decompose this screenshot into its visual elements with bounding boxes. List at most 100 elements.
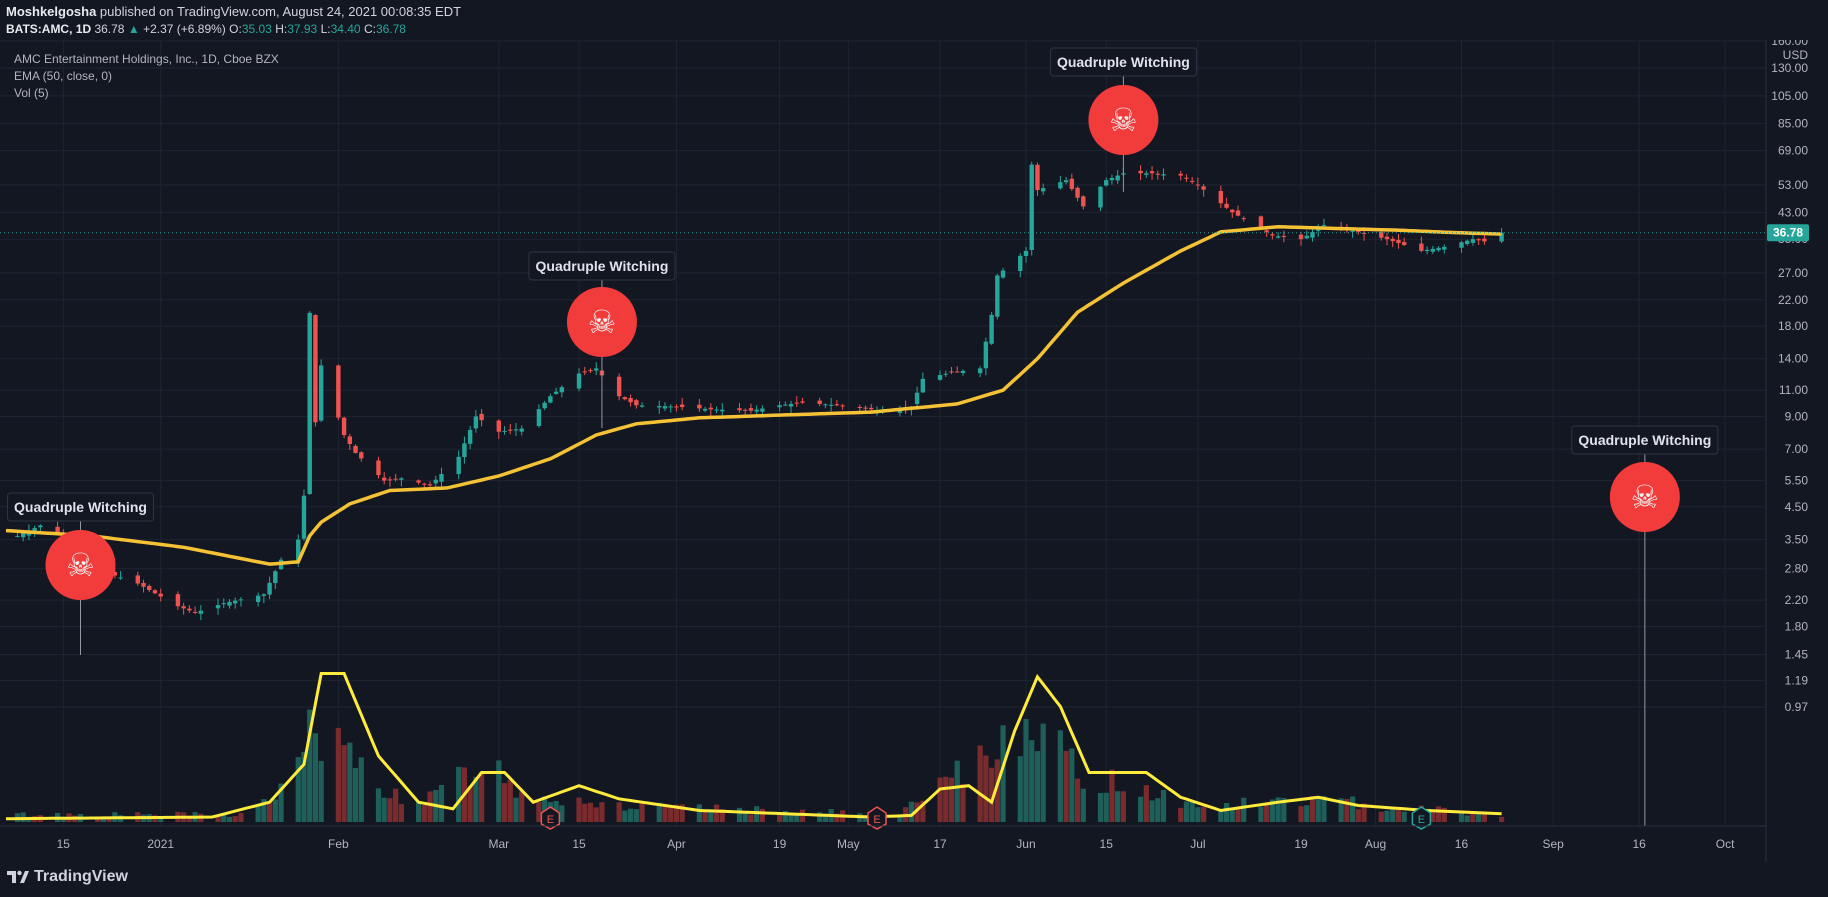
time-tick: 16 [1632,837,1646,851]
volume-bars [14,709,1505,822]
candle [341,416,347,439]
volume-bar [1350,796,1356,822]
candle [1155,170,1160,180]
candle [1058,176,1063,190]
earnings-marker[interactable]: E [867,806,887,830]
volume-bar [1264,805,1270,822]
high-label: H: [275,22,288,36]
annotation-marker [45,530,116,600]
volume-bar [375,788,382,822]
volume-bar [358,757,364,822]
volume-bar [788,815,794,822]
publish-header: Moshkelgosha published on TradingView.co… [0,0,1828,40]
time-axis[interactable]: 15 2021 Feb Mar 15 Apr 19 May 17 Jun 15 Jul 19 Aug 16 S… [57,837,1735,851]
candle [783,401,788,406]
candle [960,369,966,376]
candle [1218,185,1224,209]
candle [318,359,324,423]
candle [657,400,662,414]
author-name[interactable]: Moshkelgosha [6,4,97,19]
price-tick: 3.50 [1785,533,1809,547]
volume-bar [1390,807,1396,822]
volume-bar [496,760,502,822]
volume-bar [639,803,645,822]
price-axis[interactable]: 160.00130.00105.0085.0069.0053.0043.0035… [1771,40,1808,714]
volume-bar [456,766,462,822]
volume-bar [1498,816,1505,822]
volume-bar [473,776,479,822]
quad-witching-annotation[interactable]: Quadruple Witching ☠ [1571,425,1719,826]
volume-bar [1435,806,1442,822]
symbol-label[interactable]: BATS:AMC, 1D [6,22,92,36]
candle [376,456,381,479]
volume-bar [387,798,393,822]
volume-bar [1029,740,1035,822]
volume-bar [393,788,399,822]
low-label: L: [320,22,331,36]
candle [227,599,232,609]
candle [439,467,444,487]
earnings-marker[interactable]: E [1411,806,1432,830]
legend-ema[interactable]: EMA (50, close, 0) [14,69,113,83]
volume-bar [1218,809,1224,822]
candle [542,400,547,411]
candle [267,576,272,600]
volume-bar [1355,809,1361,822]
volume-bar [1178,807,1184,822]
volume-bar [1069,748,1075,822]
quad-witching-annotation[interactable]: Quadruple Witching ☠ [1049,47,1197,192]
candle [989,311,994,345]
quad-witching-annotation[interactable]: Quadruple Witching ☠ [528,251,676,428]
candle [1000,267,1006,279]
annotations: Quadruple Witching☠Quadruple Witching☠Qu… [6,47,1719,826]
volume-bar [536,802,542,822]
candle [473,409,479,433]
price-chart[interactable]: Quadruple Witching☠Quadruple Witching☠Qu… [0,40,1828,862]
candle [834,400,840,407]
candle [393,473,398,482]
legend-title[interactable]: AMC Entertainment Holdings, Inc., 1D, Cb… [14,52,279,66]
candle [1195,177,1201,190]
volume-bar [427,791,433,822]
volume-bar [742,813,748,822]
volume-bar [507,779,513,822]
footer: TradingView [0,862,1828,897]
volume-bar [1384,810,1390,822]
tradingview-logo[interactable]: TradingView [6,868,128,886]
volume-bar [1189,800,1195,822]
volume-bar [559,805,565,822]
volume-bar [622,810,628,822]
volume-bar [1281,797,1287,822]
annotation-label: Quadruple Witching [536,258,669,274]
last-price-tag-bg [1767,224,1809,242]
chart-background [0,40,1828,862]
candle [536,404,542,428]
volume-bar [542,796,548,822]
volume-bar [1401,811,1407,822]
legend-vol[interactable]: Vol (5) [14,86,49,100]
price-tick: 1.80 [1785,619,1809,633]
volume-bar [255,804,261,822]
price-tick: 5.50 [1785,474,1809,488]
volume-bar [948,777,955,822]
candle [1063,176,1069,185]
volume-bar [467,786,473,822]
earnings-marker[interactable]: E [540,806,561,830]
price-tick: 9.00 [1785,409,1809,423]
volume-bar [1103,792,1109,822]
candle [955,366,960,373]
candle [576,368,582,392]
quad-witching-annotation[interactable]: Quadruple Witching ☠ [6,492,154,655]
volume-bar [989,767,995,822]
volume-bar [1464,815,1470,822]
time-tick: May [837,837,860,851]
volume-bar [954,760,960,822]
volume-bar [295,757,301,822]
open-value: 35.03 [241,22,272,36]
publish-line: Moshkelgosha published on TradingView.co… [6,4,461,19]
volume-bar [960,784,966,822]
volume-bar [301,751,307,822]
volume-bar [221,813,227,822]
volume-bar [1395,809,1402,822]
candle [359,451,364,462]
